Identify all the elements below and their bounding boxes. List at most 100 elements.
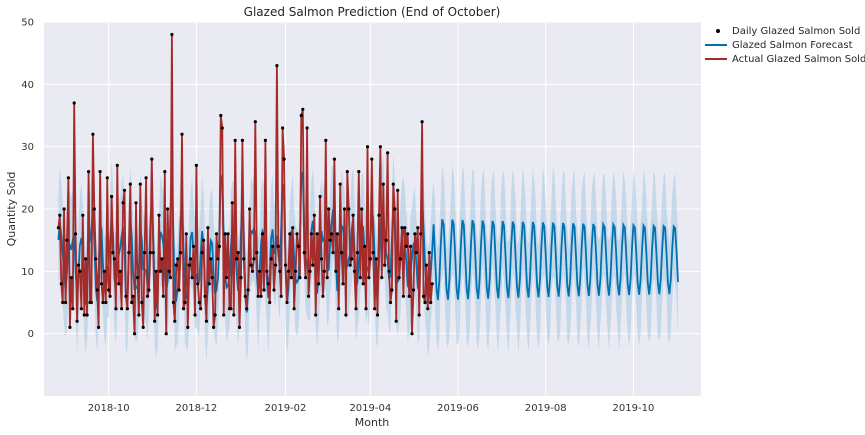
data-point <box>390 288 394 292</box>
data-point <box>276 244 280 248</box>
data-point <box>334 269 338 273</box>
data-point <box>199 307 203 311</box>
y-tick-label: 10 <box>21 267 34 278</box>
x-tick-label: 2019-06 <box>437 403 479 414</box>
data-point <box>94 257 98 261</box>
data-point <box>56 226 61 230</box>
data-point <box>174 263 178 267</box>
data-point <box>236 251 240 255</box>
data-point <box>118 269 122 273</box>
x-tick-label: 2018-10 <box>88 403 130 414</box>
data-point <box>181 307 186 311</box>
data-point <box>282 157 286 161</box>
data-point <box>108 294 112 298</box>
data-point <box>327 207 331 211</box>
data-point <box>322 269 326 273</box>
tick-labels: 0 10 20 30 40 50 2018-10 2018-12 2019-02 2019-04 2… <box>21 18 654 415</box>
data-point <box>137 313 141 317</box>
y-axis-label: Quantity Sold <box>5 172 18 247</box>
y-tick-label: 40 <box>21 80 34 91</box>
data-point <box>95 288 99 292</box>
data-point <box>319 257 324 261</box>
data-point <box>360 207 364 211</box>
data-point <box>167 269 171 273</box>
data-point <box>426 307 430 311</box>
data-point <box>384 238 388 242</box>
data-point <box>124 294 128 298</box>
data-point <box>134 201 138 205</box>
data-point <box>202 238 206 242</box>
data-point <box>262 288 266 292</box>
data-point <box>71 307 75 311</box>
data-point <box>76 263 81 267</box>
data-point <box>78 269 82 273</box>
data-point <box>383 263 387 267</box>
data-point <box>115 163 119 167</box>
data-point <box>217 244 221 248</box>
data-point <box>337 307 341 311</box>
data-point <box>387 269 391 273</box>
data-point <box>271 244 275 248</box>
data-point <box>242 257 246 261</box>
data-point <box>225 276 229 280</box>
data-point <box>131 294 135 298</box>
data-point <box>105 176 109 180</box>
data-point <box>364 307 368 311</box>
data-point <box>216 257 220 261</box>
data-point <box>114 307 118 311</box>
data-point <box>128 182 132 186</box>
x-tick-label: 2019-04 <box>349 403 391 414</box>
data-point <box>84 257 88 261</box>
data-point <box>331 251 335 255</box>
data-point <box>299 113 303 118</box>
data-point <box>246 288 250 292</box>
data-point <box>406 232 410 236</box>
data-point <box>179 251 183 255</box>
x-axis-label: Month <box>355 416 390 429</box>
data-point <box>397 276 401 280</box>
data-point <box>370 157 374 161</box>
data-point <box>207 282 211 286</box>
data-point <box>163 170 167 174</box>
data-point <box>341 282 345 286</box>
data-point <box>373 307 377 311</box>
data-point <box>423 300 427 305</box>
data-point <box>421 294 426 298</box>
data-point <box>265 269 269 273</box>
data-point <box>345 170 349 174</box>
data-point <box>419 232 423 236</box>
data-point <box>430 282 434 286</box>
x-tick-label: 2018-12 <box>175 403 217 414</box>
y-tick-label: 50 <box>21 18 34 29</box>
data-point <box>64 300 68 305</box>
data-point <box>222 313 226 317</box>
data-point <box>176 257 180 261</box>
data-point <box>189 257 193 261</box>
data-point <box>409 244 413 248</box>
data-point <box>400 226 404 230</box>
data-point <box>69 276 73 280</box>
data-point <box>291 226 295 230</box>
data-point <box>65 238 69 242</box>
data-point <box>204 319 209 323</box>
data-point <box>429 300 433 305</box>
data-point <box>278 269 282 273</box>
data-point <box>259 294 263 298</box>
x-tick-label: 2019-02 <box>265 403 307 414</box>
y-tick-label: 0 <box>28 329 34 340</box>
data-point <box>81 213 85 217</box>
data-point <box>256 294 260 298</box>
data-point <box>253 120 257 124</box>
legend: Daily Glazed Salmon Sold Glazed Salmon F… <box>705 26 865 65</box>
data-point <box>226 232 230 236</box>
data-point <box>104 300 108 305</box>
data-point <box>214 232 219 236</box>
data-point <box>396 188 400 192</box>
data-point <box>338 182 342 186</box>
data-point <box>61 300 65 305</box>
data-point <box>138 182 142 186</box>
data-point <box>183 300 187 305</box>
data-point <box>355 251 359 255</box>
data-point <box>144 176 148 180</box>
data-point <box>200 251 204 255</box>
